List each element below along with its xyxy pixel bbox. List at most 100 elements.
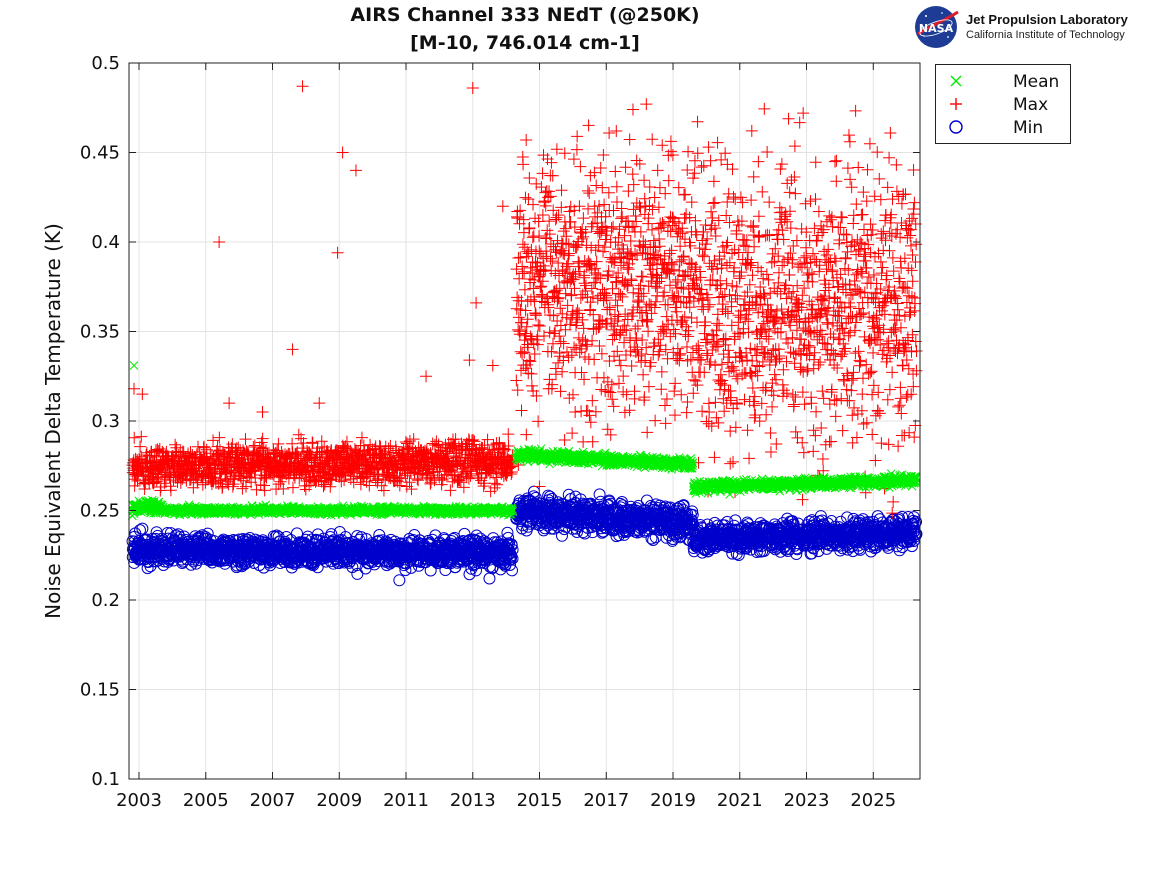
max-point: [576, 288, 589, 301]
max-point: [685, 196, 698, 209]
max-point: [609, 165, 622, 178]
max-point: [536, 167, 549, 180]
max-point: [649, 414, 662, 427]
data-points: [126, 80, 923, 587]
max-point: [607, 400, 620, 413]
max-point: [502, 428, 515, 441]
max-point: [669, 275, 682, 288]
max-point: [597, 149, 610, 162]
max-point: [530, 177, 543, 190]
max-point: [655, 365, 668, 378]
max-point: [682, 145, 695, 158]
max-point: [603, 126, 616, 139]
max-point: [533, 230, 546, 243]
max-point: [598, 198, 611, 211]
max-point: [659, 187, 672, 200]
max-point: [586, 291, 599, 304]
max-point: [377, 484, 390, 497]
max-point: [169, 438, 182, 451]
max-point: [653, 181, 666, 194]
max-point: [567, 153, 580, 166]
max-point: [578, 373, 591, 386]
max-point: [663, 247, 676, 260]
max-point: [679, 188, 692, 201]
max-point: [646, 133, 659, 146]
max-point: [629, 322, 642, 335]
max-point: [532, 415, 545, 428]
max-point: [654, 325, 667, 338]
max-point: [642, 325, 655, 338]
max-point: [511, 212, 524, 225]
max-point: [546, 337, 559, 350]
max-point: [514, 204, 527, 217]
max-point: [623, 133, 636, 146]
max-point: [660, 392, 673, 405]
max-point: [444, 484, 457, 497]
max-point: [590, 179, 603, 192]
max-point: [355, 431, 368, 444]
max-point: [248, 439, 261, 452]
max-point: [584, 416, 597, 429]
max-point: [687, 172, 700, 185]
max-point: [520, 428, 533, 441]
max-point: [644, 356, 657, 369]
min-point-outlier: [593, 488, 606, 501]
max-point: [627, 203, 640, 216]
max-point: [519, 191, 532, 204]
max-point: [680, 340, 693, 353]
max-point: [515, 364, 528, 377]
max-point: [515, 404, 528, 417]
max-point: [558, 433, 571, 446]
max-point: [677, 296, 690, 309]
max-point: [565, 288, 578, 301]
max-point: [675, 388, 688, 401]
max-point: [513, 272, 526, 285]
max-point: [570, 143, 583, 156]
max-point: [619, 161, 632, 174]
max-point: [524, 293, 537, 306]
max-point: [554, 385, 567, 398]
max-point: [589, 405, 602, 418]
max-point: [554, 302, 567, 315]
max-point: [532, 318, 545, 331]
max-point: [519, 327, 532, 340]
max-point: [134, 440, 147, 453]
max-point: [512, 311, 525, 324]
max-point: [578, 277, 591, 290]
max-point: [641, 426, 654, 439]
max-point: [633, 157, 646, 170]
max-point: [511, 384, 524, 397]
max-point: [668, 409, 681, 422]
max-point: [651, 164, 664, 177]
min-point-outlier: [483, 572, 496, 585]
max-point: [684, 353, 697, 366]
max-point: [633, 307, 646, 320]
max-point: [583, 257, 596, 270]
max-point: [576, 223, 589, 236]
max-point: [571, 130, 584, 143]
max-point: [239, 433, 252, 446]
min-point-outlier: [393, 574, 406, 587]
max-point: [616, 290, 629, 303]
min-point: [133, 524, 146, 537]
max-point: [627, 178, 640, 191]
max-point: [213, 431, 226, 444]
max-point: [638, 391, 651, 404]
max-point: [557, 225, 570, 238]
max-point: [653, 345, 666, 358]
max-point: [344, 472, 357, 485]
max-point: [643, 180, 656, 193]
max-point: [593, 340, 606, 353]
max-point: [659, 417, 672, 430]
max-point: [586, 334, 599, 347]
grid-lines: [129, 62, 920, 780]
max-point: [569, 406, 582, 419]
max-point: [272, 437, 285, 450]
max-point: [566, 427, 579, 440]
max-point: [605, 222, 618, 235]
max-point: [673, 349, 686, 362]
max-point: [613, 223, 626, 236]
max-point: [591, 292, 604, 305]
max-point: [575, 366, 588, 379]
max-point: [523, 171, 536, 184]
